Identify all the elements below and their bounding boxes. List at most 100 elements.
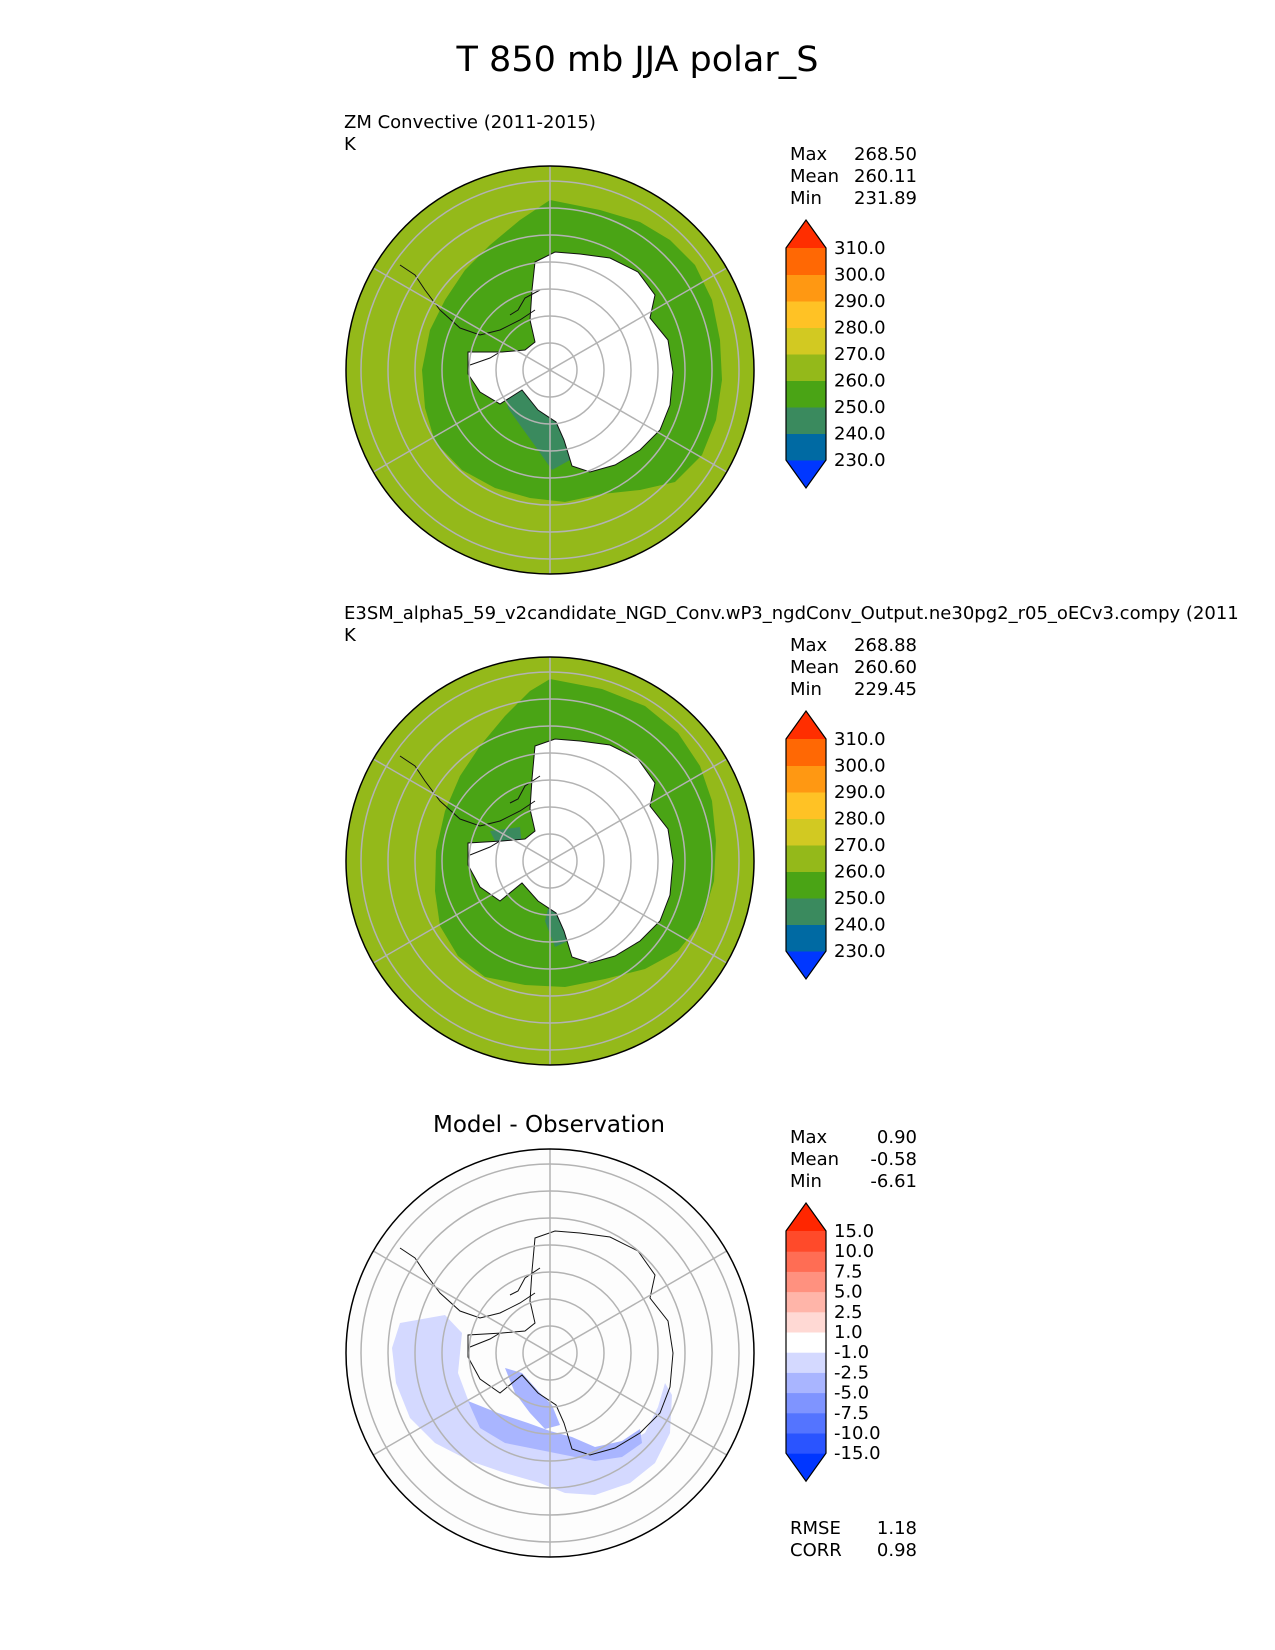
colorbar-tick-label: 300.0 <box>834 265 886 286</box>
colorbar-tick-label: 240.0 <box>834 915 886 936</box>
colorbar: -15.0-10.0-7.5-5.0-2.5-1.01.02.55.07.510… <box>785 1201 881 1483</box>
colorbar-tick-label: 230.0 <box>834 941 886 962</box>
colorbar-segment <box>786 1433 826 1454</box>
colorbar-segment <box>786 765 826 793</box>
colorbar-tick-label: 10.0 <box>834 1241 874 1262</box>
field-diff-mid <box>468 1368 642 1461</box>
colorbar-tick-label: -7.5 <box>834 1403 869 1424</box>
colorbar-outline <box>785 709 827 981</box>
colorbar-segment <box>786 248 826 275</box>
panel-test: ZM Convective (2011-2015) K Max 268.50 Me… <box>0 0 1275 575</box>
panel-units: K <box>344 134 356 155</box>
metric-value: 1.18 <box>876 1518 917 1539</box>
panel-reference: E3SM_alpha5_59_v2candidate_NGD_Conv.wP3_… <box>0 0 1275 1066</box>
colorbar-tick-label: 290.0 <box>834 291 886 312</box>
colorbar-tick-label: 15.0 <box>834 1221 874 1242</box>
map-boundary <box>345 165 755 575</box>
colorbar-segment <box>786 327 826 355</box>
stats-block: Max 0.90 Mean -0.58 Min -6.61 <box>790 1127 917 1193</box>
colorbar-tick-label: 270.0 <box>834 344 886 365</box>
continent-mask <box>467 738 674 964</box>
colorbar-outline <box>785 218 827 490</box>
panel-units: K <box>344 625 356 646</box>
colorbar-tick-label: 270.0 <box>834 835 886 856</box>
colorbar-extend-high <box>786 711 826 739</box>
map-boundary <box>345 656 755 1066</box>
colorbar-segment <box>786 1392 826 1414</box>
panel-title: ZM Convective (2011-2015) <box>344 112 596 133</box>
colorbar-extend-low <box>786 1453 826 1482</box>
coastline-peninsula <box>399 1247 536 1319</box>
stat-label: Max <box>790 144 828 165</box>
coastline-ice-shelf <box>469 775 541 856</box>
colorbar-tick-label: -2.5 <box>834 1362 869 1383</box>
colorbar-tick-label: 310.0 <box>834 729 886 750</box>
colorbar-segment <box>786 1291 826 1313</box>
meridian <box>372 1250 728 1456</box>
colorbar-extend-low <box>786 951 826 979</box>
colorbar-extend-low <box>786 460 826 488</box>
colorbar-segment <box>786 274 826 302</box>
colorbar-segment <box>786 301 826 328</box>
metrics-block: RMSE 1.18 CORR 0.98 <box>790 1518 917 1562</box>
colorbar-segment <box>786 1352 826 1373</box>
colorbar-tick-label: 310.0 <box>834 238 886 259</box>
colorbar-segment <box>786 1251 826 1272</box>
stat-value: 260.60 <box>854 657 917 678</box>
colorbar-tick-label: 240.0 <box>834 424 886 445</box>
stat-value: 229.45 <box>854 679 917 700</box>
colorbar-tick-label: -15.0 <box>834 1443 881 1464</box>
colorbar: 230.0 240.0 250.0 260.0 270.0 280.0 290.0 300.0… <box>785 218 886 490</box>
colorbar-segment <box>786 898 826 925</box>
colorbar-segment <box>786 1311 826 1333</box>
colorbar-tick-label: 280.0 <box>834 809 886 830</box>
colorbar-segment <box>786 1231 826 1252</box>
stat-label: Mean <box>790 1149 840 1170</box>
coastline-ice-shelf <box>469 1267 541 1348</box>
colorbar-segment <box>786 1332 826 1353</box>
colorbar-tick-label: 290.0 <box>834 782 886 803</box>
metric-value: 0.98 <box>876 1540 917 1561</box>
panel-title: E3SM_alpha5_59_v2candidate_NGD_Conv.wP3_… <box>344 603 1239 624</box>
stat-label: Min <box>790 679 822 700</box>
panel-title: Model - Observation <box>432 1112 666 1138</box>
metric-label: CORR <box>790 1540 842 1561</box>
colorbar: 230.0 240.0 250.0 260.0 270.0 280.0 290.0 300.0… <box>785 709 886 981</box>
coastline-ice-shelf <box>469 289 541 366</box>
colorbar-segment <box>786 845 826 872</box>
colorbar-segment <box>786 1372 826 1394</box>
colorbar-tick-label: 250.0 <box>834 888 886 909</box>
colorbar-tick-label: 260.0 <box>834 371 886 392</box>
stat-value: -0.58 <box>870 1149 917 1170</box>
metric-label: RMSE <box>790 1518 841 1539</box>
colorbar-segment <box>786 792 826 819</box>
colorbar-tick-label: -5.0 <box>834 1383 869 1404</box>
stat-value: 0.90 <box>876 1127 917 1148</box>
stat-label: Max <box>790 1127 828 1148</box>
colorbar-segment <box>786 433 826 461</box>
coastline-peninsula <box>399 755 536 827</box>
colorbar-tick-label: 2.5 <box>834 1302 863 1323</box>
stats-block: Max 268.50 Mean 260.11 Min 231.89 <box>790 144 917 210</box>
colorbar-tick-label: -10.0 <box>834 1423 881 1444</box>
colorbar-segment <box>786 354 826 381</box>
stats-block: Max 268.88 Mean 260.60 Min 229.45 <box>790 635 917 701</box>
colorbar-segment <box>786 818 826 846</box>
stat-label: Mean <box>790 166 840 187</box>
colorbar-tick-label: -1.0 <box>834 1342 869 1363</box>
continent-mask <box>467 251 674 473</box>
stat-label: Mean <box>790 657 840 678</box>
colorbar-segment <box>786 924 826 952</box>
stat-label: Max <box>790 635 828 656</box>
colorbar-segment <box>786 1412 826 1434</box>
stat-label: Min <box>790 1171 822 1192</box>
meridian <box>372 267 728 473</box>
map-boundary <box>345 1148 755 1558</box>
polar-map <box>345 656 755 1066</box>
meridian <box>372 758 728 964</box>
panel-difference: Model - Observation Max 0.90 Mean -0.58 Mi… <box>0 0 1275 1561</box>
colorbar-tick-label: 1.0 <box>834 1322 863 1343</box>
stat-label: Min <box>790 188 822 209</box>
stat-value: 260.11 <box>854 166 917 187</box>
colorbar-tick-label: 5.0 <box>834 1282 863 1303</box>
